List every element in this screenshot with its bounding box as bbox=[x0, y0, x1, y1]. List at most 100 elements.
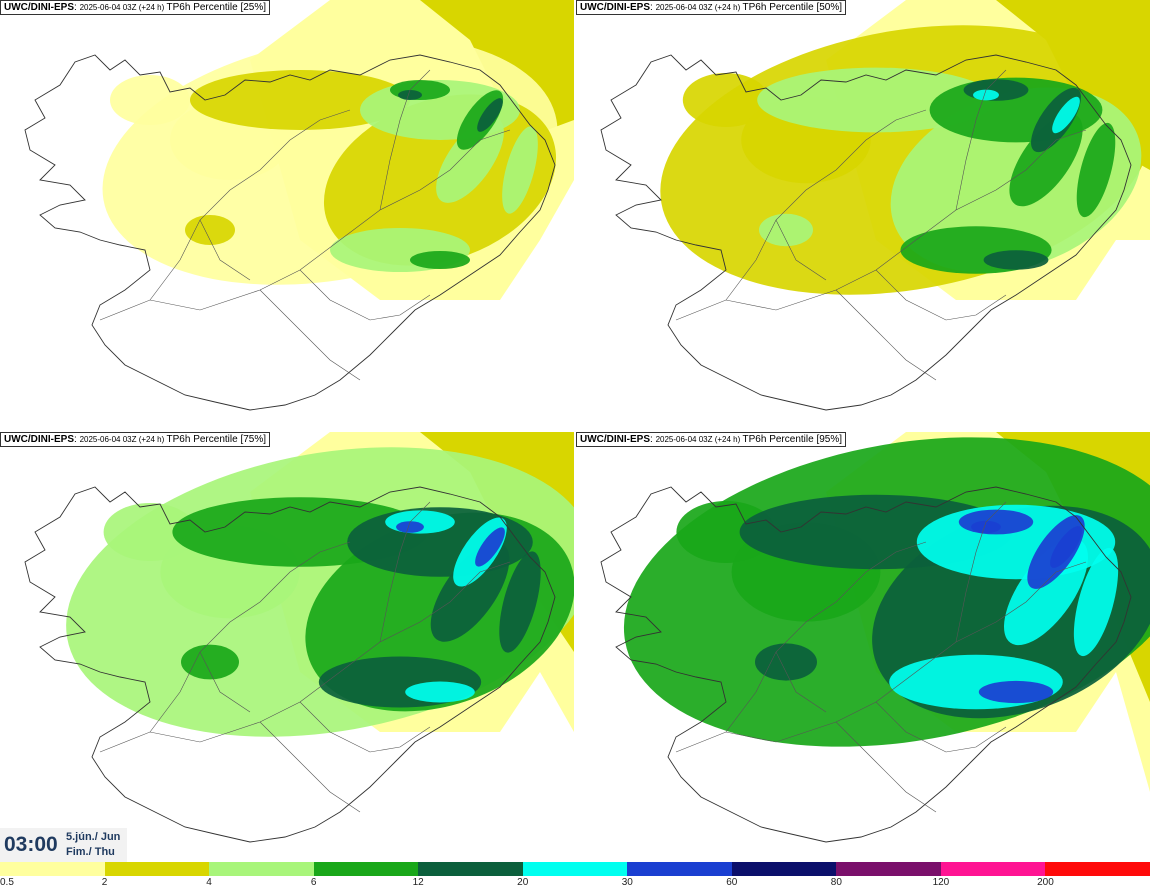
panel-title: UWC/DINI-EPS: 2025-06-04 03Z (+24 h) TP6… bbox=[0, 432, 271, 447]
valid-time-box: 03:00 5.jún./ Jun Fim./ Thu bbox=[0, 828, 127, 862]
precip-contour bbox=[430, 542, 510, 642]
precip-contour bbox=[682, 73, 770, 127]
map-panel-95pct: UWC/DINI-EPS: 2025-06-04 03Z (+24 h) TP6… bbox=[576, 432, 1150, 860]
precipitation-colorbar bbox=[0, 862, 1150, 876]
precip-contour bbox=[110, 75, 190, 125]
precip-contour bbox=[499, 551, 541, 653]
map-panel-75pct: UWC/DINI-EPS: 2025-06-04 03Z (+24 h) TP6… bbox=[0, 432, 574, 860]
map-panel-50pct: UWC/DINI-EPS: 2025-06-04 03Z (+24 h) TP6… bbox=[576, 0, 1150, 428]
iceland-precip-map bbox=[600, 432, 1150, 843]
model-name: UWC/DINI-EPS bbox=[4, 434, 74, 445]
iceland-precip-map bbox=[24, 0, 574, 411]
model-name: UWC/DINI-EPS bbox=[4, 2, 74, 13]
road-line bbox=[99, 129, 511, 321]
panel-title: UWC/DINI-EPS: 2025-06-04 03Z (+24 h) TP6… bbox=[576, 432, 847, 447]
road-line bbox=[775, 219, 827, 281]
road-line bbox=[775, 651, 827, 713]
valid-date-line-1: 5.jún./ Jun bbox=[66, 831, 121, 843]
precip-contour bbox=[759, 213, 813, 247]
road-line bbox=[675, 129, 1087, 321]
colorbar-segment bbox=[104, 862, 210, 876]
coastline bbox=[24, 486, 556, 843]
road-line bbox=[259, 721, 361, 813]
road-line bbox=[199, 219, 251, 281]
precip-contour bbox=[978, 680, 1054, 704]
iceland-precip-map bbox=[24, 432, 574, 843]
run-time: 2025-06-04 03Z (+24 h) bbox=[655, 3, 743, 12]
colorbar-tick-label: 6 bbox=[310, 877, 317, 888]
road-line bbox=[99, 561, 511, 753]
valid-date-line-2: Fim./ Thu bbox=[66, 846, 115, 858]
colorbar-tick-label: 200 bbox=[1037, 877, 1054, 888]
precip-contour bbox=[1052, 96, 1080, 134]
map-panel-25pct: UWC/DINI-EPS: 2025-06-04 03Z (+24 h) TP6… bbox=[0, 0, 574, 428]
precip-contour bbox=[405, 681, 475, 703]
colorbar-tick-label: 30 bbox=[621, 877, 633, 888]
precip-contour bbox=[477, 98, 503, 132]
road-line bbox=[875, 269, 1007, 321]
precip-contour bbox=[181, 644, 239, 680]
run-time: 2025-06-04 03Z (+24 h) bbox=[655, 435, 743, 444]
panel-title: UWC/DINI-EPS: 2025-06-04 03Z (+24 h) TP6… bbox=[576, 0, 847, 15]
colorbar-segment bbox=[418, 862, 523, 876]
precip-contour bbox=[475, 527, 505, 567]
road-line bbox=[725, 109, 927, 301]
colorbar-segment bbox=[209, 862, 314, 876]
road-line bbox=[725, 541, 927, 733]
variable-label: TP6h Percentile [25%] bbox=[166, 2, 267, 13]
precip-contour bbox=[1050, 526, 1082, 568]
road-line bbox=[875, 701, 1007, 753]
colorbar-segment bbox=[0, 862, 105, 876]
colorbar-segment bbox=[836, 862, 941, 876]
road-line bbox=[675, 561, 1087, 753]
coastline bbox=[24, 54, 556, 411]
colorbar-tick-label: 20 bbox=[517, 877, 529, 888]
colorbar-segment bbox=[731, 862, 837, 876]
colorbar-tick-labels: 0.5 2 4 6 12 20 30 60 80 120 200 bbox=[0, 876, 1150, 891]
precip-contour bbox=[502, 126, 538, 214]
road-line bbox=[955, 69, 1007, 211]
valid-time-hour: 03:00 bbox=[4, 833, 58, 856]
precip-contour bbox=[971, 520, 1001, 534]
road-line bbox=[835, 289, 937, 381]
road-line bbox=[379, 69, 431, 211]
precip-contour bbox=[983, 250, 1049, 270]
precip-contour bbox=[396, 521, 424, 533]
colorbar-segment bbox=[313, 862, 419, 876]
variable-label: TP6h Percentile [50%] bbox=[742, 2, 843, 13]
road-line bbox=[955, 501, 1007, 643]
iceland-precip-map bbox=[600, 0, 1150, 411]
precip-contour bbox=[185, 215, 235, 245]
colorbar-segment bbox=[627, 862, 732, 876]
precip-contour bbox=[436, 117, 504, 203]
road-line bbox=[379, 501, 431, 643]
colorbar-tick-label: 120 bbox=[932, 877, 950, 888]
colorbar-tick-label: 4 bbox=[206, 877, 212, 888]
model-name: UWC/DINI-EPS bbox=[580, 434, 650, 445]
model-name: UWC/DINI-EPS bbox=[580, 2, 650, 13]
precip-contour bbox=[755, 643, 817, 681]
road-line bbox=[199, 651, 251, 713]
precip-contour bbox=[1076, 122, 1116, 218]
colorbar-tick-label: 80 bbox=[830, 877, 842, 888]
road-line bbox=[835, 721, 937, 813]
colorbar-segment bbox=[522, 862, 628, 876]
road-line bbox=[149, 541, 351, 733]
variable-label: TP6h Percentile [95%] bbox=[742, 434, 843, 445]
panel-title: UWC/DINI-EPS: 2025-06-04 03Z (+24 h) TP6… bbox=[0, 0, 271, 15]
colorbar-segment bbox=[940, 862, 1046, 876]
road-line bbox=[299, 701, 431, 753]
road-line bbox=[149, 109, 351, 301]
colorbar-segment bbox=[1045, 862, 1150, 876]
precip-contour bbox=[190, 70, 410, 130]
coastline bbox=[600, 54, 1132, 411]
precip-contour bbox=[398, 90, 422, 100]
colorbar-tick-label: 0.5 bbox=[0, 877, 14, 888]
coastline bbox=[600, 486, 1132, 843]
precip-contour bbox=[973, 89, 999, 101]
colorbar-tick-label: 2 bbox=[101, 877, 108, 888]
run-time: 2025-06-04 03Z (+24 h) bbox=[79, 3, 167, 12]
road-line bbox=[299, 269, 431, 321]
road-line bbox=[259, 289, 361, 381]
precip-contour bbox=[1009, 113, 1083, 207]
